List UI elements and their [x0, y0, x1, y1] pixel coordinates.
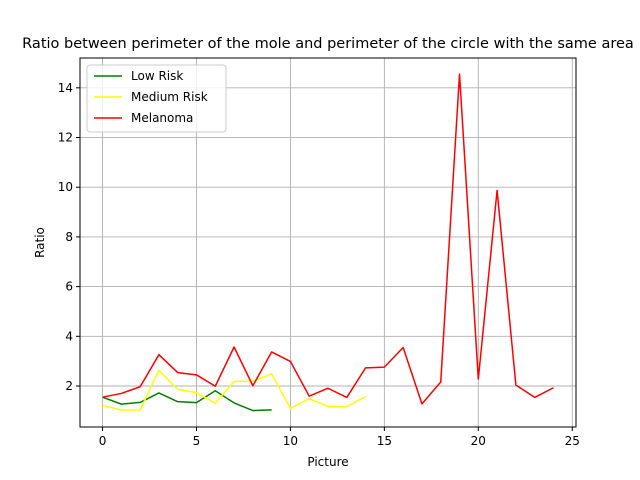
legend: Low Risk Medium Risk Melanoma [86, 64, 227, 133]
y-tick-label: 14 [58, 81, 73, 95]
series-line-melanoma [102, 73, 554, 405]
y-tick-label: 4 [65, 329, 73, 343]
legend-label-medium-risk: Medium Risk [131, 90, 208, 104]
y-tick-label: 8 [65, 230, 73, 244]
x-tick-label: 5 [193, 434, 201, 448]
legend-box [86, 64, 227, 133]
x-tick-label: 15 [377, 434, 392, 448]
x-axis: 0 5 10 15 20 25 [99, 427, 580, 448]
series-line-low-risk [102, 389, 272, 412]
y-tick-label: 12 [58, 131, 73, 145]
plot-frame [79, 57, 577, 428]
legend-label-low-risk: Low Risk [131, 69, 183, 83]
x-axis-label: Picture [307, 455, 348, 469]
y-axis-label: Ratio [33, 227, 47, 258]
legend-label-melanoma: Melanoma [131, 111, 193, 125]
y-tick-label: 2 [65, 379, 73, 393]
chart-title: Ratio between perimeter of the mole and … [22, 36, 634, 52]
x-tick-label: 25 [565, 434, 580, 448]
x-tick-label: 10 [283, 434, 298, 448]
x-tick-label: 20 [471, 434, 486, 448]
y-tick-label: 10 [58, 180, 73, 194]
y-tick-label: 6 [65, 280, 73, 294]
x-tick-label: 0 [99, 434, 107, 448]
grid [80, 58, 576, 427]
y-axis: 2 4 6 8 10 12 14 [58, 81, 80, 393]
series-lines [102, 73, 554, 412]
series-line-medium-risk [102, 369, 366, 411]
